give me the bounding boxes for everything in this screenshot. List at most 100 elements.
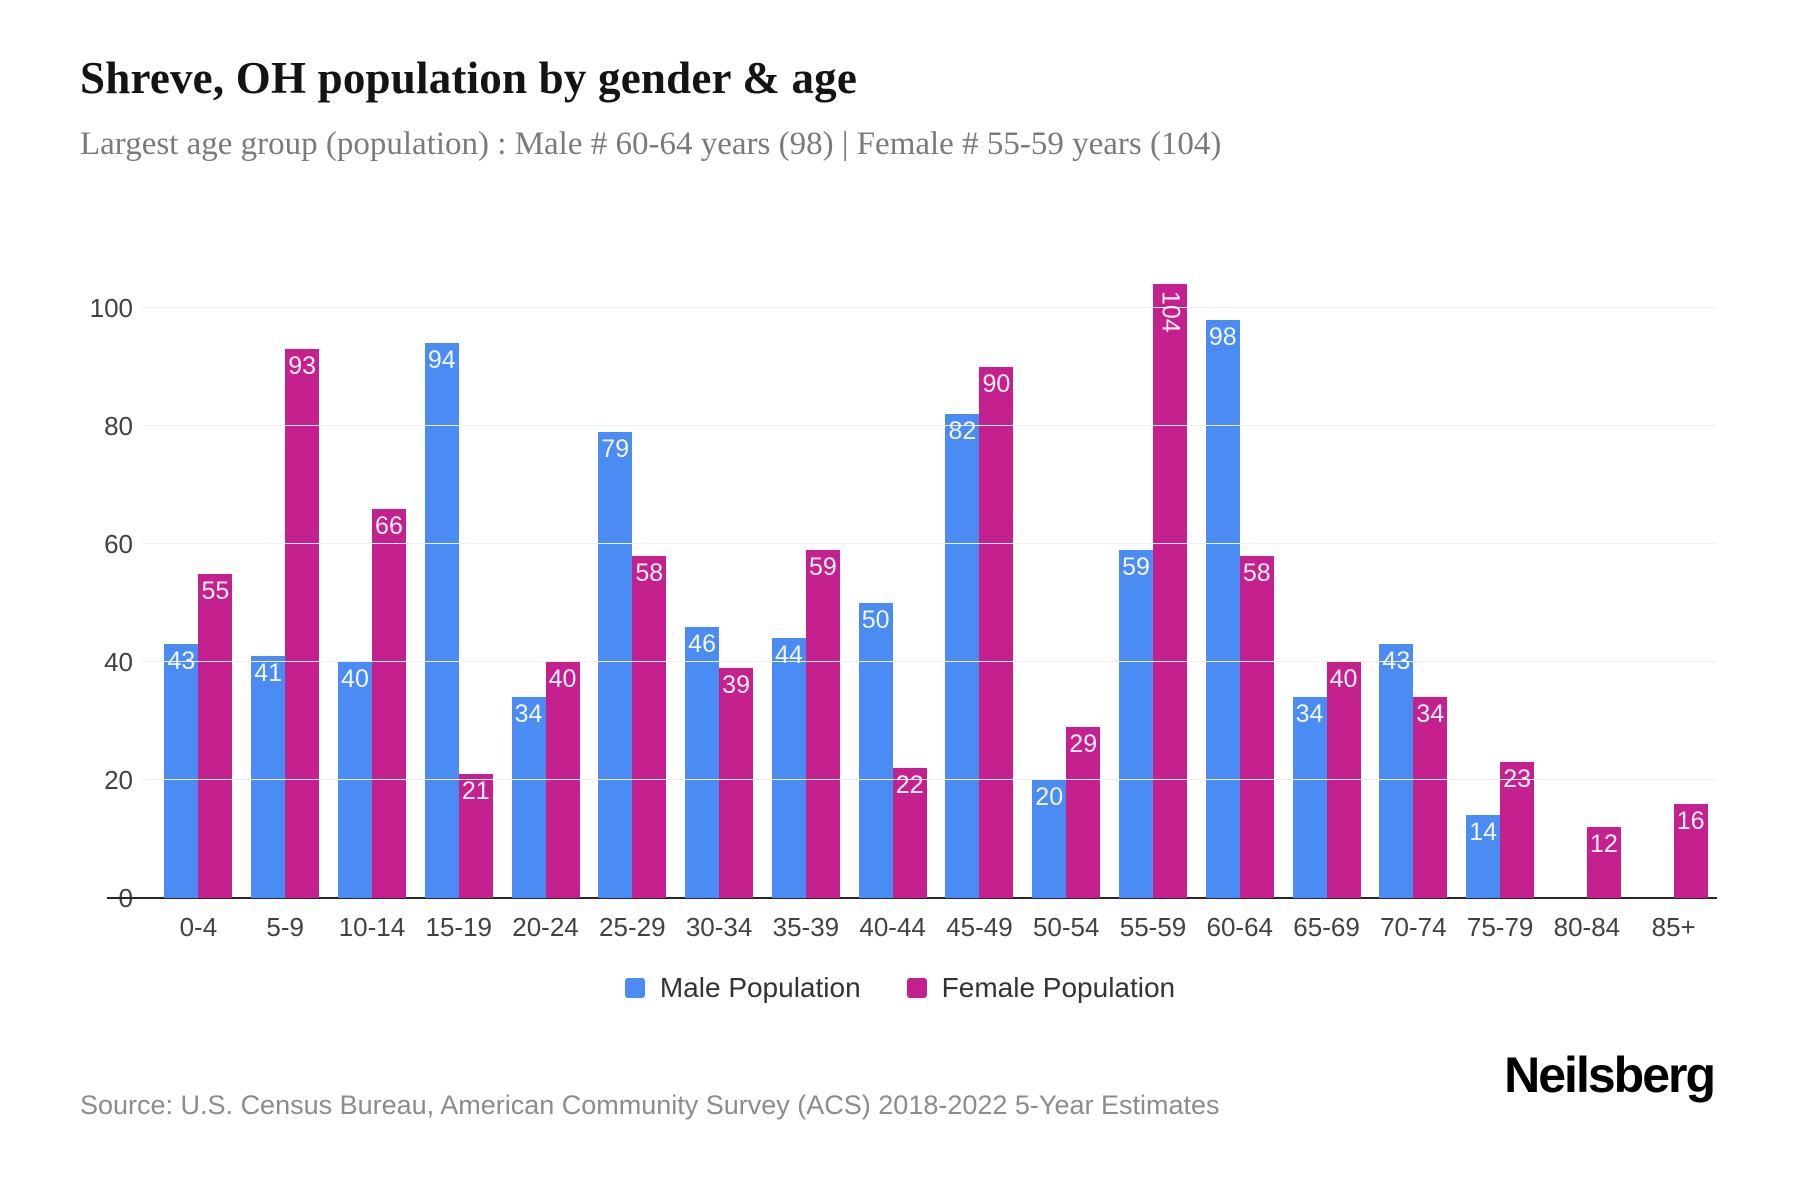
x-tick-label-30-34: 30-34 <box>685 912 753 942</box>
bar-value-female-20-24: 40 <box>548 665 577 693</box>
bar-value-female-40-44: 22 <box>895 771 924 800</box>
bar-female-55-59[interactable]: 104 <box>1152 284 1187 898</box>
y-tick-label-100: 100 <box>89 293 133 323</box>
bar-value-female-70-74: 34 <box>1416 700 1445 729</box>
bar-female-40-44[interactable]: 22 <box>892 768 927 898</box>
bar-group-25-29: 79 58 <box>589 308 676 898</box>
x-tick-label-45-49: 45-49 <box>946 912 1013 942</box>
bar-value-male-10-14: 40 <box>341 665 369 693</box>
bar-female-80-84[interactable]: 12 <box>1586 827 1621 898</box>
bar-female-65-69[interactable]: 40 <box>1326 662 1361 898</box>
x-tick-label-35-39: 35-39 <box>772 912 840 942</box>
bar-male-40-44[interactable]: 50 <box>858 603 893 898</box>
bar-value-female-45-49: 90 <box>982 370 1011 398</box>
bar-value-female-85+: 16 <box>1676 806 1705 835</box>
bar-female-30-34[interactable]: 39 <box>719 667 754 898</box>
legend-item-female[interactable]: Female Population <box>906 972 1176 1004</box>
bar-male-70-74[interactable]: 43 <box>1379 644 1414 898</box>
legend: Male Population Female Population <box>0 972 1800 1004</box>
bar-value-female-30-34: 39 <box>722 670 750 699</box>
bar-value-female-10-14: 66 <box>375 511 403 540</box>
y-tick-label-80: 80 <box>104 411 133 441</box>
bar-value-female-60-64: 58 <box>1242 558 1271 587</box>
neilsberg-logo[interactable]: Neilsberg <box>1504 1047 1716 1103</box>
bar-value-male-45-49: 82 <box>948 417 977 446</box>
bar-male-5-9[interactable]: 41 <box>251 656 286 898</box>
bar-group-50-54: 20 29 <box>1023 308 1110 898</box>
gridline-80 <box>141 425 1717 426</box>
bar-value-female-75-79: 23 <box>1503 765 1532 794</box>
y-tick-label-60: 60 <box>104 529 133 559</box>
y-tick-label-40: 40 <box>104 647 133 677</box>
legend-label: Female Population <box>941 972 1176 1003</box>
bar-male-55-59[interactable]: 59 <box>1118 549 1153 898</box>
gridline-20 <box>141 779 1717 780</box>
bar-male-0-4[interactable]: 43 <box>164 644 199 898</box>
bar-male-30-34[interactable]: 46 <box>685 626 720 898</box>
bar-group-30-34: 46 39 <box>676 308 763 898</box>
bar-value-male-50-54: 20 <box>1035 783 1064 811</box>
bar-female-85+[interactable]: 16 <box>1673 803 1708 898</box>
x-tick-label-0-4: 0-4 <box>179 912 218 942</box>
bar-male-45-49[interactable]: 82 <box>945 414 980 898</box>
bar-female-50-54[interactable]: 29 <box>1066 726 1101 898</box>
legend-item-male[interactable]: Male Population <box>624 972 861 1004</box>
x-tick-label-50-54: 50-54 <box>1032 912 1100 942</box>
bar-female-70-74[interactable]: 34 <box>1413 697 1448 898</box>
bar-value-female-15-19: 21 <box>461 777 490 806</box>
page-subtitle: Largest age group (population) : Male # … <box>80 126 1222 162</box>
x-tick-label-55-59: 55-59 <box>1119 912 1187 942</box>
bar-group-55-59: 59 104 <box>1110 284 1197 898</box>
bar-value-male-40-44: 50 <box>861 606 890 634</box>
bar-value-male-25-29: 79 <box>601 434 630 463</box>
legend-swatch-female <box>906 978 927 998</box>
bar-male-75-79[interactable]: 14 <box>1466 815 1501 898</box>
bar-value-female-80-84: 12 <box>1589 830 1618 859</box>
x-tick-label-10-14: 10-14 <box>338 912 406 942</box>
x-tick-label-20-24: 20-24 <box>512 912 579 942</box>
bar-value-male-60-64: 98 <box>1208 322 1237 351</box>
bar-female-5-9[interactable]: 93 <box>285 349 320 898</box>
bar-value-male-55-59: 59 <box>1122 552 1150 581</box>
bar-female-75-79[interactable]: 23 <box>1500 762 1535 898</box>
bar-value-male-65-69: 34 <box>1295 700 1324 729</box>
x-tick-label-25-29: 25-29 <box>599 912 666 942</box>
x-tick-label-40-44: 40-44 <box>859 912 926 942</box>
x-axis-line <box>107 897 1717 899</box>
source-note: Source: U.S. Census Bureau, American Com… <box>80 1090 1220 1120</box>
bar-male-65-69[interactable]: 34 <box>1292 697 1327 898</box>
bar-value-male-0-4: 43 <box>167 647 196 676</box>
page-title: Shreve, OH population by gender & age <box>80 53 858 103</box>
bar-female-15-19[interactable]: 21 <box>458 774 493 898</box>
bar-male-15-19[interactable]: 94 <box>424 343 459 898</box>
plot-area: 43 55 41 93 40 66 94 21 34 40 79 58 46 39 44 59 50 22 82 90… <box>107 284 1717 899</box>
bar-female-0-4[interactable]: 55 <box>198 573 233 898</box>
bar-female-10-14[interactable]: 66 <box>371 508 406 898</box>
x-tick-label-65-69: 65-69 <box>1293 912 1360 942</box>
bar-female-45-49[interactable]: 90 <box>979 367 1014 898</box>
bar-male-25-29[interactable]: 79 <box>598 431 633 898</box>
bar-male-20-24[interactable]: 34 <box>511 697 546 898</box>
bar-male-50-54[interactable]: 20 <box>1032 780 1067 898</box>
bar-male-35-39[interactable]: 44 <box>771 638 806 898</box>
bar-female-20-24[interactable]: 40 <box>545 662 580 898</box>
bar-female-60-64[interactable]: 58 <box>1239 555 1274 898</box>
bar-value-female-0-4: 55 <box>201 576 230 605</box>
x-tick-label-15-19: 15-19 <box>425 912 492 942</box>
bar-male-60-64[interactable]: 98 <box>1205 319 1240 898</box>
bar-female-35-39[interactable]: 59 <box>805 549 840 898</box>
bar-value-female-50-54: 29 <box>1069 729 1098 758</box>
bar-group-80-84: 12 <box>1544 308 1631 898</box>
bar-male-10-14[interactable]: 40 <box>337 662 372 898</box>
bar-group-45-49: 82 90 <box>936 308 1023 898</box>
bar-female-25-29[interactable]: 58 <box>632 555 667 898</box>
x-tick-label-85+: 85+ <box>1651 912 1696 942</box>
x-tick-label-60-64: 60-64 <box>1206 912 1274 942</box>
x-tick-label-5-9: 5-9 <box>266 912 304 942</box>
bar-value-male-20-24: 34 <box>514 700 543 729</box>
x-axis: 0-4 5-9 10-14 15-19 20-24 25-29 30-34 35-39 40-4… <box>155 898 1717 943</box>
bar-group-60-64: 98 58 <box>1196 308 1283 898</box>
bar-group-10-14: 40 66 <box>329 308 416 898</box>
bar-group-70-74: 43 34 <box>1370 308 1457 898</box>
